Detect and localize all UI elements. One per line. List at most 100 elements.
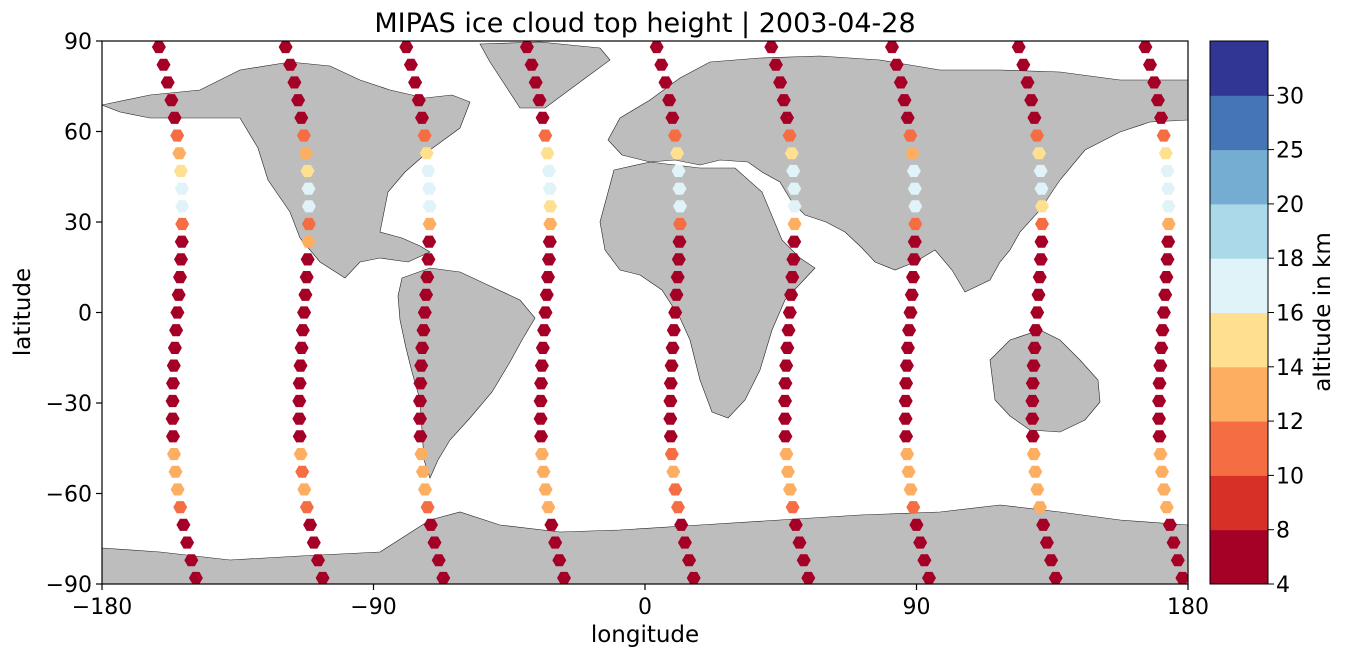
cloud-marker — [421, 253, 436, 266]
colorbar-segment — [1210, 366, 1268, 422]
cloud-marker — [672, 182, 687, 195]
cloud-marker — [1158, 288, 1173, 301]
cloud-marker — [1020, 76, 1035, 89]
colorbar: 4 8 10 12 14 16 18 20 25 30 — [1209, 40, 1304, 598]
cloud-marker — [904, 288, 919, 301]
x-tick-label: 180 — [1167, 595, 1209, 620]
cloud-marker — [1048, 571, 1063, 584]
cloud-marker — [780, 341, 795, 354]
cloud-marker — [299, 271, 314, 284]
cloud-marker — [415, 341, 430, 354]
cloud-marker — [1156, 306, 1171, 319]
y-tick-label: −90 — [46, 573, 92, 598]
cloud-marker — [1166, 536, 1181, 549]
cloud-marker — [535, 341, 550, 354]
cloud-marker — [1025, 394, 1040, 408]
cloud-marker — [156, 58, 171, 71]
cloud-marker — [801, 571, 816, 584]
cloud-marker — [664, 448, 679, 461]
cloud-marker — [297, 483, 312, 496]
cloud-marker — [436, 571, 451, 584]
y-axis-ticks: −90 −60 −30 0 30 60 90 — [46, 30, 102, 598]
colorbar-segment — [1210, 149, 1268, 205]
colorbar-tick-label: 14 — [1276, 356, 1304, 381]
cloud-marker — [415, 111, 429, 124]
cloud-marker — [1170, 554, 1185, 567]
cloud-marker — [779, 359, 794, 372]
colorbar-segment — [1210, 95, 1268, 151]
cloud-marker — [293, 448, 308, 461]
cloud-marker — [900, 341, 915, 354]
cloud-marker — [532, 94, 547, 107]
cloud-marker — [1160, 253, 1175, 266]
cloud-marker — [301, 217, 316, 231]
cloud-marker — [663, 430, 678, 443]
colorbar-tick-label: 20 — [1276, 193, 1304, 218]
cloud-marker — [538, 129, 553, 142]
y-tick-label: −60 — [46, 483, 92, 508]
cloud-marker — [533, 394, 548, 408]
cloud-marker — [906, 501, 921, 514]
cloud-marker — [295, 324, 310, 337]
cloud-marker — [899, 430, 914, 443]
cloud-marker — [541, 501, 556, 514]
cloud-marker — [664, 359, 679, 372]
cloud-marker — [413, 377, 428, 390]
cloud-marker — [414, 359, 429, 372]
cloud-marker — [1032, 147, 1047, 160]
cloud-marker — [172, 147, 187, 160]
cloud-marker — [174, 253, 188, 266]
cloud-marker — [768, 58, 783, 71]
x-axis-label: longitude — [591, 622, 699, 648]
cloud-markers — [151, 41, 1188, 584]
land-eurasia — [607, 55, 1188, 293]
cloud-marker — [300, 164, 315, 177]
cloud-marker — [160, 76, 175, 89]
cloud-marker — [408, 76, 423, 89]
cloud-marker — [533, 412, 548, 425]
cloud-marker — [544, 518, 559, 531]
cloud-marker — [1157, 483, 1171, 496]
cloud-marker — [776, 94, 791, 107]
x-tick-label: 0 — [638, 595, 652, 620]
cloud-marker — [899, 359, 914, 372]
cloud-marker — [900, 448, 915, 461]
cloud-marker — [173, 164, 188, 177]
colorbar-segment — [1210, 529, 1268, 585]
cloud-marker — [413, 412, 427, 425]
cloud-marker — [538, 306, 553, 319]
cloud-marker — [420, 271, 435, 284]
cloud-marker — [1039, 536, 1054, 549]
land-south-america — [397, 267, 536, 479]
land-north-america — [102, 61, 471, 279]
cloud-marker — [903, 129, 918, 142]
cloud-marker — [292, 394, 307, 408]
cloud-marker — [1138, 41, 1153, 54]
cloud-marker — [295, 465, 310, 478]
cloud-marker — [783, 483, 797, 496]
cloud-marker — [778, 412, 792, 425]
cloud-marker — [781, 324, 796, 337]
cloud-marker — [787, 200, 802, 213]
cloud-marker — [419, 288, 434, 301]
cloud-marker — [1028, 324, 1043, 337]
cloud-marker — [1033, 253, 1048, 266]
cloud-marker — [170, 483, 185, 496]
x-tick-label: −180 — [72, 595, 132, 620]
cloud-marker — [543, 200, 558, 213]
land-africa — [599, 161, 816, 419]
cloud-marker — [649, 41, 664, 54]
cloud-marker — [917, 554, 932, 567]
cloud-marker — [294, 111, 309, 124]
cloud-marker — [166, 359, 181, 372]
cloud-marker — [1028, 465, 1043, 478]
cloud-marker — [1153, 359, 1168, 372]
cloud-marker — [1035, 217, 1049, 231]
colorbar-tick-label: 30 — [1276, 84, 1304, 109]
cloud-marker — [1026, 359, 1041, 372]
cloud-marker — [422, 200, 437, 213]
cloud-marker — [413, 394, 427, 408]
cloud-marker — [1036, 518, 1051, 531]
cloud-marker — [1154, 341, 1169, 354]
cloud-marker — [539, 288, 554, 301]
